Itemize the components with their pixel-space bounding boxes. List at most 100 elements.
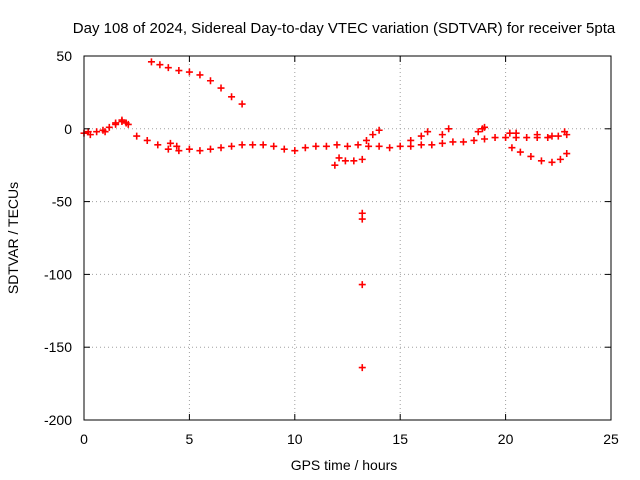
data-point [386,144,394,152]
data-point [554,132,562,140]
x-tick-label: 20 [498,431,514,447]
series-group [358,209,366,372]
data-point [105,123,113,131]
data-point [122,119,130,127]
data-point [166,139,174,147]
data-point [424,128,432,136]
data-point [548,132,556,140]
y-axis-label: SDTVAR / TECUs [5,182,21,294]
data-point [358,364,366,372]
data-point [491,134,499,142]
data-point [438,131,446,139]
data-point [407,136,415,144]
data-point [147,58,155,66]
grid-layer [84,56,611,420]
data-point [164,145,172,153]
data-point [93,128,101,136]
data-point [556,155,564,163]
data-point [217,84,225,92]
data-point [238,100,246,108]
data-point [533,131,541,139]
data-point [341,157,349,165]
data-point [185,145,193,153]
data-point [228,142,236,150]
data-point [449,138,457,146]
data-point [459,138,467,146]
data-point [474,128,482,136]
data-point [417,141,425,149]
data-point [544,134,552,142]
data-point [512,129,520,137]
tick-layer: 0 5 10 15 20 25 50 0 -50 -100 -150 -200 [44,48,619,447]
data-point [270,142,278,150]
data-point [335,154,343,162]
data-point [354,141,362,149]
series-group [331,154,366,169]
data-point [417,132,425,140]
data-point [331,161,339,169]
series-group [508,144,571,166]
y-tick-label: -100 [44,266,72,282]
data-point [84,128,92,136]
y-tick-label: -200 [44,412,72,428]
x-tick-label: 5 [186,431,194,447]
data-point [118,116,126,124]
data-point [259,141,267,149]
y-tick-label: -150 [44,339,72,355]
series-group [80,118,571,155]
data-point [280,145,288,153]
data-point [112,119,120,127]
x-tick-label: 25 [603,431,619,447]
data-point [502,134,510,142]
data-point [173,142,181,150]
data-point [185,68,193,76]
data-point [537,157,545,165]
data-point [396,142,404,150]
data-point [428,141,436,149]
data-point [206,145,214,153]
data-point [206,77,214,85]
data-point [527,152,535,160]
data-point [548,158,556,166]
data-point [358,281,366,289]
data-point [358,155,366,163]
data-point [312,142,320,150]
y-tick-label: 0 [64,121,72,137]
y-tick-label: 50 [56,48,72,64]
x-tick-label: 0 [80,431,88,447]
data-point [333,141,341,149]
data-point [228,93,236,101]
chart-title: Day 108 of 2024, Sidereal Day-to-day VTE… [73,20,616,37]
plot-frame [83,55,612,421]
data-point [154,141,162,149]
x-tick-label: 15 [392,431,408,447]
y-tick-label: -50 [52,194,72,210]
data-point [175,67,183,75]
data-point [369,131,377,139]
data-point [156,61,164,69]
data-point [375,126,383,134]
data-point [164,64,172,72]
data-point [561,128,569,136]
data-point [362,136,370,144]
x-tick-label: 10 [287,431,303,447]
data-point [217,144,225,152]
data-point [508,144,516,152]
data-point [375,142,383,150]
data-point [358,215,366,223]
data-point [322,142,330,150]
data-point [506,129,514,137]
x-axis-label: GPS time / hours [291,457,398,473]
data-layer [80,58,571,372]
data-point [291,147,299,155]
data-point [365,142,373,150]
data-point [344,142,351,150]
data-point [481,123,489,131]
data-point [523,134,531,142]
data-point [133,132,141,140]
series-group [84,116,569,150]
data-point [445,125,453,133]
data-point [350,157,358,165]
